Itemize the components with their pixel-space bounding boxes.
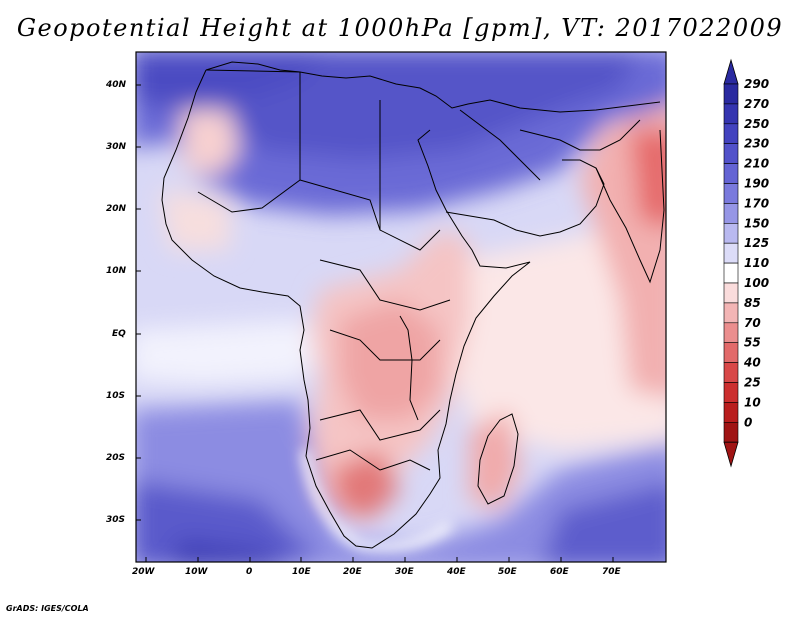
colorbar-swatch: [723, 282, 739, 304]
colorbar-swatch: [723, 402, 739, 423]
colorbar-label: 150: [744, 216, 769, 230]
geopotential-field: [136, 52, 666, 562]
colorbar-label: 70: [744, 316, 761, 330]
colorbar-label: 10: [744, 395, 761, 409]
colorbar-swatch: [723, 183, 739, 204]
lat-label-40n: 40N: [106, 80, 127, 90]
coastlines: [161, 61, 665, 549]
colorbar-swatch: [723, 83, 739, 105]
colorbar-swatch: [723, 421, 739, 443]
colorbar-swatch: [723, 262, 739, 284]
colorbar-swatch: [723, 302, 739, 324]
colorbar: 2902702502302101901701501251101008570554…: [723, 58, 769, 468]
colorbar-label: 110: [744, 256, 769, 270]
lat-label-eq: EQ: [112, 329, 126, 339]
colorbar-swatch: [723, 362, 739, 383]
colorbar-label: 25: [744, 376, 761, 390]
lon-label-50e: 50E: [498, 567, 517, 577]
lon-label-30e: 30E: [395, 567, 414, 577]
colorbar-top-arrow: [723, 58, 739, 85]
colorbar-label: 190: [744, 177, 769, 191]
colorbar-label: 125: [744, 236, 769, 250]
colorbar-label: 40: [743, 356, 761, 370]
lon-label-10w: 10W: [185, 567, 208, 577]
lon-label-40e: 40E: [447, 567, 466, 577]
lon-label-0: 0: [246, 567, 253, 577]
colorbar-swatch: [723, 242, 739, 264]
lon-label-20e: 20E: [343, 567, 362, 577]
colorbar-label: 270: [744, 97, 769, 111]
lon-label-20w: 20W: [132, 567, 155, 577]
colorbar-label: 85: [744, 296, 761, 310]
colorbar-swatch: [723, 143, 739, 164]
colorbar-label: 290: [744, 77, 769, 91]
colorbar-swatch: [723, 342, 739, 363]
colorbar-label: 100: [744, 276, 769, 290]
colorbar-swatch: [723, 123, 739, 145]
colorbar-label: 210: [744, 157, 769, 171]
colorbar-swatch: [723, 163, 739, 184]
colorbar-swatch: [723, 382, 739, 403]
colorbar-bottom-arrow: [723, 441, 739, 468]
lat-label-10n: 10N: [106, 266, 127, 276]
lat-label-20n: 20N: [106, 204, 127, 214]
lat-label-10s: 10S: [106, 391, 126, 401]
lon-label-60e: 60E: [550, 567, 569, 577]
lon-label-10e: 10E: [292, 567, 311, 577]
colorbar-swatch: [723, 322, 739, 343]
colorbar-label: 0: [744, 415, 752, 429]
credit-text: GrADS: IGES/COLA: [6, 604, 89, 613]
lon-label-70e: 70E: [602, 567, 621, 577]
colorbar-label: 55: [744, 336, 761, 350]
colorbar-swatch: [723, 103, 739, 125]
colorbar-swatch: [723, 223, 739, 244]
colorbar-label: 170: [744, 196, 769, 210]
lat-label-30s: 30S: [106, 515, 126, 525]
map-title: Geopotential Height at 1000hPa [gpm], VT…: [16, 14, 784, 42]
colorbar-swatch: [723, 203, 739, 224]
map-frame: [135, 51, 667, 563]
colorbar-label: 230: [744, 137, 769, 151]
lat-label-20s: 20S: [106, 453, 126, 463]
colorbar-label: 250: [744, 117, 769, 131]
lat-label-30n: 30N: [106, 142, 127, 152]
